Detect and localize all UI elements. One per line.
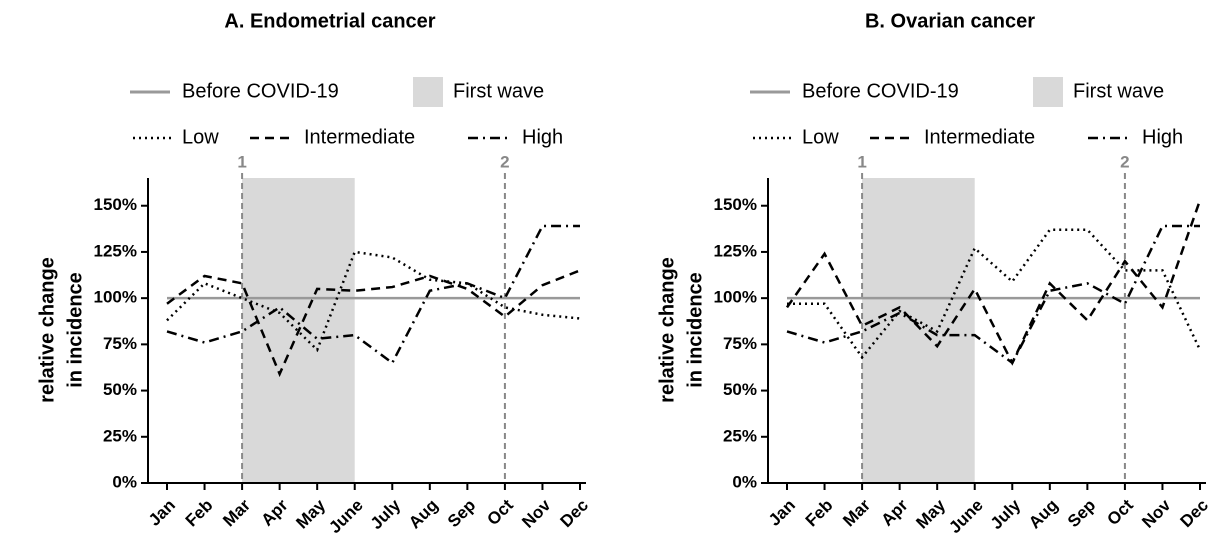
series-line	[787, 228, 1202, 360]
x-tick-label: Apr	[877, 495, 911, 529]
y-tick-label: 150%	[94, 195, 137, 214]
event-label: 2	[1120, 152, 1129, 171]
x-tick-label: May	[912, 495, 949, 532]
legend-label: First wave	[453, 80, 544, 102]
y-tick-label: 75%	[103, 334, 137, 353]
y-axis-label: relative change	[36, 257, 58, 403]
x-tick-label: Aug	[1025, 496, 1062, 533]
x-tick-label: Oct	[1103, 495, 1137, 529]
x-tick-label: Feb	[802, 496, 837, 531]
y-tick-label: 125%	[94, 241, 137, 260]
event-label: 1	[857, 152, 866, 171]
x-tick-label: Feb	[182, 496, 217, 531]
x-tick-label: Nov	[518, 495, 555, 532]
x-tick-label: July	[367, 495, 405, 533]
y-axis-label: in incidence	[684, 272, 706, 388]
y-tick-label: 75%	[723, 334, 757, 353]
legend-label: Low	[802, 126, 839, 148]
x-tick-label: Mar	[839, 495, 874, 530]
x-tick-label: Oct	[483, 495, 517, 529]
series-line	[166, 224, 580, 365]
chart-title: A. Endometrial cancer	[224, 10, 435, 32]
y-tick-label: 125%	[714, 241, 757, 260]
y-tick-label: 100%	[714, 288, 757, 307]
y-tick-label: 100%	[94, 288, 137, 307]
x-tick-label: Aug	[405, 496, 442, 533]
x-tick-label: Jan	[145, 496, 179, 530]
x-tick-label: Mar	[219, 495, 254, 530]
y-tick-label: 50%	[723, 380, 757, 399]
x-tick-label: July	[987, 495, 1025, 533]
y-tick-label: 50%	[103, 380, 137, 399]
y-tick-label: 25%	[723, 426, 757, 445]
y-tick-label: 150%	[714, 195, 757, 214]
x-tick-label: June	[945, 496, 986, 537]
legend-label: Low	[182, 126, 219, 148]
legend-label: Before COVID-19	[182, 80, 339, 102]
x-tick-label: Dec	[557, 496, 592, 531]
y-tick-label: 0%	[732, 472, 757, 491]
first-wave-band	[862, 178, 975, 483]
legend-label: Before COVID-19	[802, 80, 959, 102]
legend-label: High	[1142, 126, 1183, 148]
x-tick-label: Apr	[257, 495, 291, 529]
x-tick-label: Sep	[1064, 496, 1099, 531]
chart-title: B. Ovarian cancer	[865, 10, 1035, 32]
series-line	[166, 269, 581, 378]
series-line	[785, 199, 1202, 366]
series-line	[786, 224, 1200, 365]
x-tick-label: May	[292, 495, 329, 532]
event-label: 2	[500, 152, 509, 171]
x-tick-label: Nov	[1138, 495, 1175, 532]
legend-swatch	[1033, 77, 1063, 107]
y-tick-label: 0%	[112, 472, 137, 491]
legend-label: Intermediate	[924, 126, 1035, 148]
x-tick-label: June	[325, 496, 366, 537]
series-line	[166, 250, 581, 353]
y-axis-label: in incidence	[64, 272, 86, 388]
legend-label: Intermediate	[304, 126, 415, 148]
x-tick-label: Sep	[444, 496, 479, 531]
y-axis-label: relative change	[656, 257, 678, 403]
x-tick-label: Dec	[1177, 496, 1212, 531]
event-label: 1	[237, 152, 246, 171]
legend-swatch	[413, 77, 443, 107]
legend-label: First wave	[1073, 80, 1164, 102]
legend-label: High	[522, 126, 563, 148]
x-tick-label: Jan	[765, 496, 799, 530]
y-tick-label: 25%	[103, 426, 137, 445]
